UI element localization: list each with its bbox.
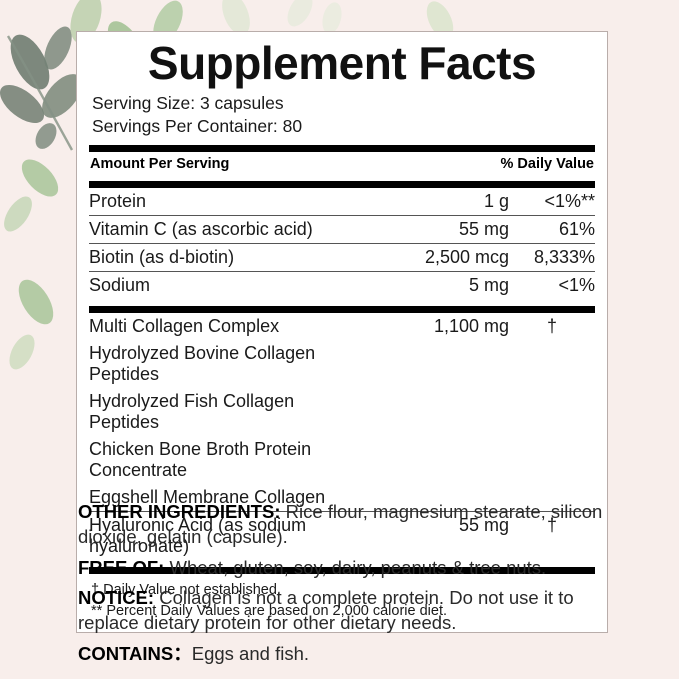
sub-ingredient: Hydrolyzed Fish Collagen Peptides [89, 390, 295, 432]
nutrient-name: Protein [89, 187, 359, 216]
notice-label: NOTICE: [78, 587, 155, 609]
table-row: Multi Collagen Complex 1,100 mg † [89, 313, 595, 340]
nutrient-daily-value: <1%** [509, 187, 595, 216]
nutrient-amount: 2,500 mcg [359, 243, 509, 272]
notice: NOTICE: Collagen is not a complete prote… [78, 586, 618, 636]
footnote-percent: ** Percent Daily Values are based on 2,0… [91, 602, 448, 619]
nutrient-amount: 55 mg [359, 215, 509, 244]
nutrient-name: Sodium [89, 274, 151, 295]
rule-thick-top [89, 144, 595, 152]
extra-ingredient-daily-value: † [546, 514, 557, 535]
other-ingredients-label: OTHER INGREDIENTS: [78, 501, 281, 522]
nutrient-amount: 1 g [359, 187, 509, 216]
footnotes: † Daily Value not established. ** Percen… [89, 580, 595, 622]
serving-size: Serving Size: 3 capsules [92, 92, 284, 113]
nutrient-daily-value: 61% [509, 215, 595, 244]
free-of: FREE OF: Wheat, gluten, soy, dairy, pean… [78, 556, 618, 581]
sub-ingredient: Chicken Bone Broth Protein Concentrate [89, 438, 312, 480]
nutrient-table: Protein 1 g <1%** Vitamin C (as ascorbic… [89, 187, 595, 299]
table-row: Vitamin C (as ascorbic acid) 55 mg 61% [89, 215, 595, 244]
table-row: Hyaluronic Acid (as sodium hyaluronate) … [89, 511, 595, 560]
blend-amount: 1,100 mg [433, 315, 509, 336]
contains: CONTAINS：Eggs and fish. [78, 642, 618, 667]
sub-ingredient: Hydrolyzed Bovine Collagen Peptides [89, 342, 316, 384]
blend-table: Multi Collagen Complex 1,100 mg † Hydrol… [89, 313, 595, 560]
nutrient-name: Biotin (as d-biotin) [89, 243, 359, 272]
extra-ingredient-amount: 55 mg [458, 514, 509, 535]
nutrient-daily-value: 8,333% [509, 243, 595, 272]
free-of-label: FREE OF: [78, 556, 165, 578]
supplement-facts-panel: Supplement Facts Serving Size: 3 capsule… [76, 31, 608, 633]
sub-ingredient: Eggshell Membrane Collagen [89, 483, 359, 512]
list-item: Eggshell Membrane Collagen [89, 483, 595, 512]
column-header-amount: Amount Per Serving [90, 155, 230, 172]
rule-thick-under-headers [89, 180, 595, 188]
rule-thick-bottom [89, 566, 595, 574]
nutrient-amount: 5 mg [468, 274, 509, 295]
additional-info: OTHER INGREDIENTS: Rice flour, magnesium… [78, 500, 618, 673]
rule-thick-before-blend [89, 305, 595, 313]
nutrient-daily-value: <1% [558, 274, 595, 295]
servings-per-container: Servings Per Container: 80 [92, 115, 303, 136]
free-of-text: Wheat, gluten, soy, dairy, peanuts & tre… [164, 556, 547, 578]
extra-ingredient-name: Hyaluronic Acid (as sodium hyaluronate) [89, 514, 307, 556]
other-ingredients-text: Rice flour, magnesium stearate, silicon … [78, 501, 603, 547]
table-column-headers: Amount Per Serving % Daily Value [89, 152, 595, 175]
list-item: Chicken Bone Broth Protein Concentrate [89, 436, 595, 484]
nutrient-name: Vitamin C (as ascorbic acid) [89, 215, 359, 244]
table-row: Protein 1 g <1%** [89, 187, 595, 216]
blend-daily-value: † [546, 315, 557, 336]
contains-text: Eggs and fish. [191, 642, 309, 664]
table-row: Biotin (as d-biotin) 2,500 mcg 8,333% [89, 243, 595, 272]
list-item: Hydrolyzed Bovine Collagen Peptides [89, 340, 595, 388]
contains-label: CONTAINS： [78, 642, 192, 664]
page-title: Supplement Facts [147, 37, 537, 89]
blend-name: Multi Collagen Complex [89, 315, 280, 336]
notice-text: Collagen is not a complete protein. Do n… [78, 587, 574, 634]
table-row: Sodium 5 mg <1% [89, 271, 595, 299]
other-ingredients: OTHER INGREDIENTS: Rice flour, magnesium… [78, 500, 618, 550]
column-header-daily-value: % Daily Value [500, 155, 595, 172]
list-item: Hydrolyzed Fish Collagen Peptides [89, 388, 595, 436]
footnote-dagger: † Daily Value not established. [91, 581, 281, 598]
